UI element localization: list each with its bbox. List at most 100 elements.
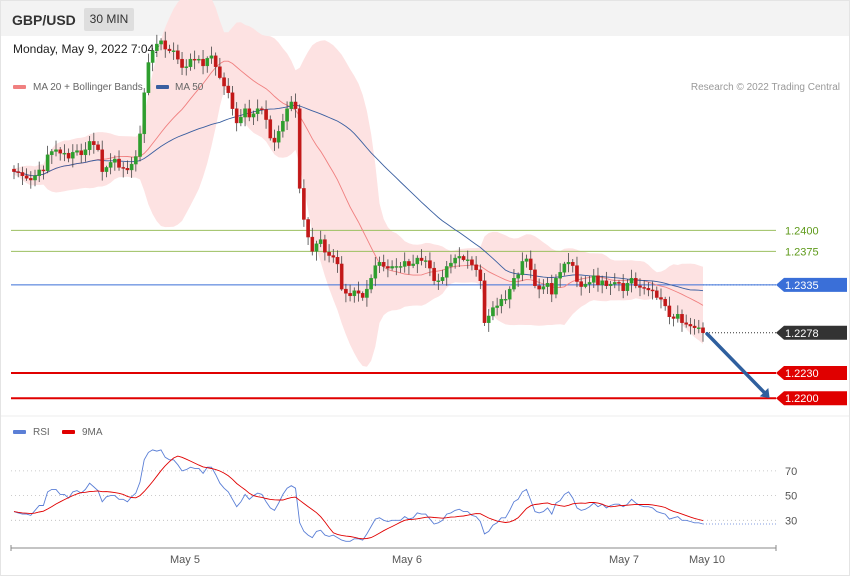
candle-body: [491, 307, 495, 317]
candle-body: [352, 290, 357, 297]
candle-body: [507, 288, 512, 300]
candle-body: [554, 278, 558, 295]
rsi-legend-label: RSI: [33, 427, 50, 438]
candle-body: [79, 150, 84, 156]
forecast-arrow-head: [759, 388, 770, 398]
candle-body: [583, 283, 588, 287]
candle-body: [234, 108, 239, 124]
candle-body: [108, 162, 113, 168]
candle-body: [465, 259, 470, 261]
candle-body: [247, 108, 252, 118]
x-axis: May 5 May 6 May 7 May 10: [10, 545, 777, 566]
candle-body: [596, 275, 600, 286]
candle-body: [562, 263, 567, 273]
candle-body: [642, 287, 646, 289]
candle-body: [176, 50, 180, 60]
ma9-legend-swatch: [62, 430, 75, 434]
main-legend: MA 20 + Bollinger Bands MA 50: [13, 82, 204, 93]
candle-body: [306, 219, 310, 238]
candle-body: [113, 158, 117, 163]
candle-body: [667, 305, 672, 318]
candle-body: [394, 266, 399, 268]
candle-body: [608, 283, 613, 286]
candle-body: [310, 236, 315, 252]
candle-body: [566, 262, 571, 265]
candle-body: [612, 282, 617, 285]
candle-body: [344, 288, 348, 294]
candle-body: [155, 43, 159, 51]
candle-body: [470, 259, 474, 265]
candle-body: [335, 257, 340, 265]
level-value-1.2400: 1.2400: [785, 225, 819, 237]
candle-body: [701, 327, 705, 333]
candle-body: [587, 282, 592, 285]
candle-body: [243, 108, 247, 118]
candle-body: [184, 66, 189, 68]
candle-body: [444, 266, 449, 278]
candle-body: [570, 262, 575, 266]
candle-body: [457, 256, 462, 259]
rsi-level-label: 50: [785, 491, 797, 503]
candle-body: [54, 149, 58, 152]
level-tag-1.2278: [776, 325, 847, 340]
candle-body: [16, 171, 21, 173]
candle-body: [33, 175, 37, 181]
candle-body: [377, 262, 382, 266]
rsi-legend: RSI 9MA: [13, 427, 103, 438]
candle-body: [453, 257, 457, 264]
candle-body: [604, 280, 609, 286]
level-value-1.2278: 1.2278: [785, 328, 819, 340]
candle-body: [541, 286, 546, 290]
candle-body: [226, 85, 231, 93]
timeframe-button[interactable]: 30 MIN: [84, 8, 134, 31]
candle-body: [264, 109, 268, 120]
candle-body: [251, 113, 256, 118]
level-tag-1.2200: [776, 391, 847, 406]
candle-body: [276, 131, 281, 143]
ma9-legend-label: 9MA: [82, 427, 103, 438]
candle-body: [663, 298, 667, 307]
candle-body: [146, 62, 151, 93]
candle-body: [654, 290, 659, 298]
x-tick-label: May 7: [609, 554, 639, 566]
candle-body: [675, 314, 680, 319]
candle-body: [696, 327, 701, 329]
candle-body: [621, 283, 625, 291]
candle-body: [213, 55, 218, 67]
candle-body: [549, 283, 554, 295]
candle-body: [373, 265, 378, 279]
symbol-label: GBP/USD: [12, 12, 76, 28]
candle-body: [100, 149, 105, 172]
candle-body: [419, 257, 424, 261]
candle-body: [50, 151, 54, 156]
candle-body: [24, 175, 29, 179]
candles: [12, 31, 705, 342]
candle-body: [71, 152, 75, 159]
candle-body: [41, 169, 46, 172]
candle-body: [407, 261, 411, 266]
candle-body: [633, 278, 638, 286]
candle-body: [92, 141, 96, 145]
candle-body: [167, 48, 172, 51]
candle-body: [423, 260, 428, 262]
rsi-ma9-line: [13, 455, 704, 540]
candle-body: [129, 163, 134, 171]
rsi-level-label: 70: [785, 466, 797, 478]
candle-body: [486, 315, 491, 323]
candle-body: [432, 267, 436, 281]
candle-body: [45, 154, 50, 171]
candle-body: [478, 269, 483, 281]
candle-body: [138, 133, 142, 157]
candle-body: [650, 289, 655, 292]
candle-body: [680, 314, 684, 323]
candle-body: [381, 262, 386, 267]
bollinger-band-area: [14, 0, 703, 367]
forecast-arrow: [705, 332, 770, 398]
candle-body: [239, 116, 243, 124]
candle-body: [134, 156, 138, 165]
candle-body: [415, 257, 420, 265]
candle-body: [188, 58, 193, 67]
candle-body: [499, 298, 504, 307]
candle-body: [289, 101, 294, 109]
candle-body: [37, 169, 42, 177]
